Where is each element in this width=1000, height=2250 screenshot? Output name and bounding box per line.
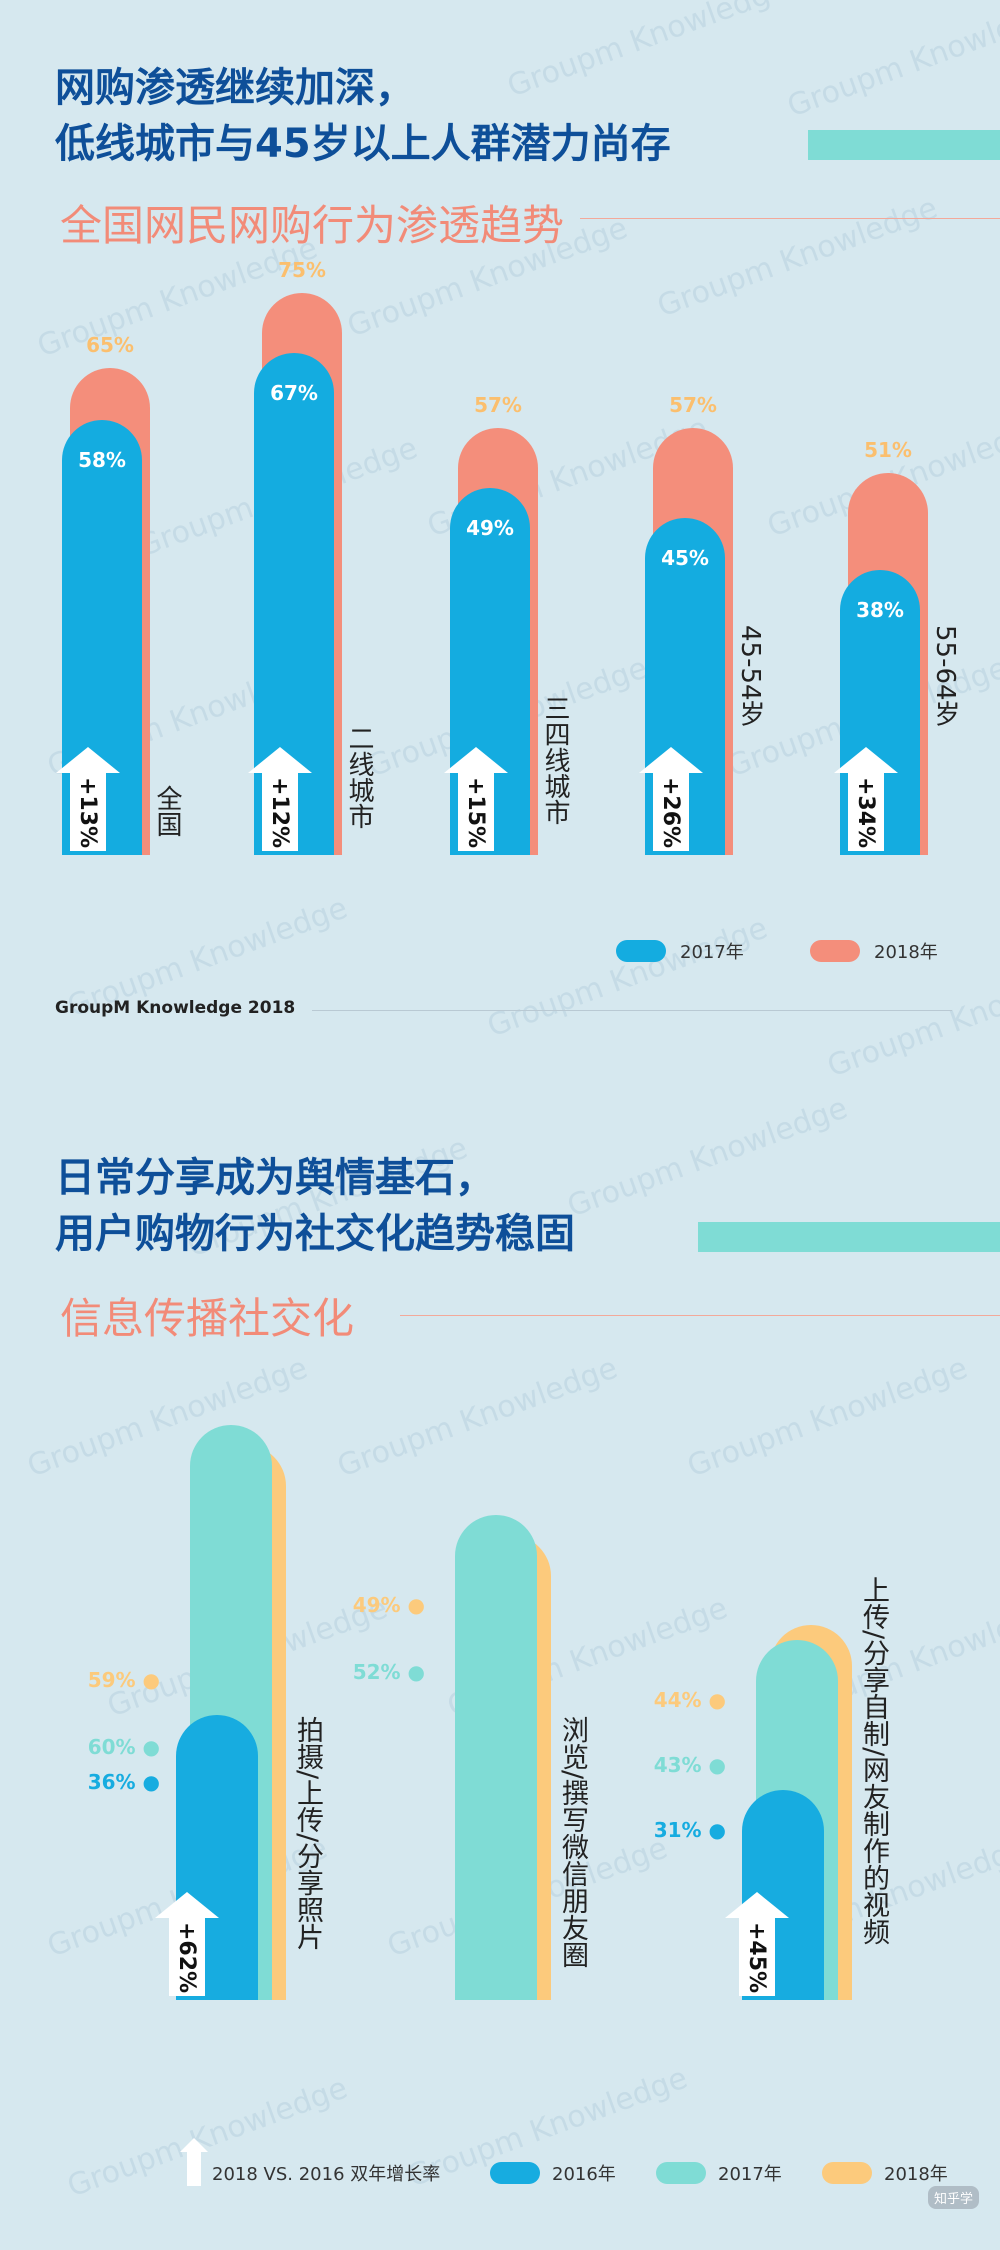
source-note: GroupM Knowledge 2018 bbox=[55, 998, 296, 1018]
section1-subtitle: 全国网民网购行为渗透趋势 bbox=[60, 201, 565, 250]
section2-subtitle: 信息传播社交化 bbox=[60, 1294, 355, 1343]
title-accent-bar-2 bbox=[698, 1222, 1000, 1252]
subtitle-rule bbox=[580, 218, 1000, 219]
legend-2018-label-2: 2018年 bbox=[884, 2164, 948, 2185]
legend-growth-label: 2018 VS. 2016 双年增长率 bbox=[212, 2164, 441, 2185]
data-label-2018: 57% bbox=[474, 392, 522, 417]
growth-arrow: +45% bbox=[725, 1892, 789, 1996]
data-label-2017: 49% bbox=[466, 515, 514, 540]
growth-arrow: +26% bbox=[639, 747, 703, 851]
category-label: 浏览/撰写微信朋友圈 bbox=[557, 1716, 588, 1969]
legend-2018-label: 2018年 bbox=[874, 942, 938, 963]
growth-value: +62% bbox=[174, 1921, 200, 1993]
legend-2018-swatch bbox=[810, 940, 860, 962]
data-label-2017: 38% bbox=[856, 598, 904, 622]
corner-watermark: 知乎学 bbox=[928, 2186, 980, 2209]
watermark-text: Groupm Knowledge bbox=[502, 0, 793, 105]
data-label-2017: 45% bbox=[661, 545, 709, 570]
data-label-2017: 52% ● bbox=[352, 1660, 425, 1684]
growth-arrow: +34% bbox=[834, 747, 898, 851]
legend-2017-label-2: 2017年 bbox=[718, 2164, 782, 2185]
legend-2017-label: 2017年 bbox=[680, 942, 744, 963]
data-label-2017: 60% ● bbox=[87, 1735, 160, 1759]
section2-title-line2: 用户购物行为社交化趋势稳固 bbox=[55, 1211, 575, 1257]
legend-2017-swatch bbox=[616, 940, 666, 962]
legend-2017-swatch-2 bbox=[656, 2162, 706, 2184]
section1-title-line1: 网购渗透继续加深， bbox=[55, 65, 415, 111]
watermark-text: Groupm Knowledge bbox=[402, 2060, 693, 2195]
legend-2016-label: 2016年 bbox=[552, 2164, 616, 2185]
watermark-text: Groupm Knowledge bbox=[782, 0, 1000, 125]
data-label-2018: 51% bbox=[864, 437, 912, 462]
data-label-2018: 57% bbox=[669, 392, 717, 417]
growth-arrow: +13% bbox=[56, 747, 120, 851]
growth-value: +13% bbox=[75, 776, 101, 848]
growth-value: +34% bbox=[853, 776, 879, 848]
growth-arrow: +62% bbox=[155, 1892, 219, 1996]
watermark-text: Groupm Knowledge bbox=[332, 1350, 623, 1485]
watermark-text: Groupm Knowledge bbox=[482, 910, 773, 1045]
watermark-text: Groupm Knowledge bbox=[562, 1090, 853, 1225]
legend-2018-swatch-2 bbox=[822, 2162, 872, 2184]
category-label: 三四线城市 bbox=[540, 695, 570, 825]
growth-value: +12% bbox=[267, 776, 293, 848]
data-label-2018: 75% bbox=[278, 257, 326, 282]
growth-arrow: +12% bbox=[248, 747, 312, 851]
growth-arrow: +15% bbox=[444, 747, 508, 851]
category-label: 45-54岁 bbox=[735, 625, 765, 727]
growth-value: +45% bbox=[744, 1921, 770, 1993]
data-label-2016: 31% ● bbox=[653, 1818, 726, 1842]
growth-arrow-legend-icon bbox=[180, 2138, 208, 2186]
data-label-2018: 44% ● bbox=[653, 1688, 726, 1712]
growth-value: +26% bbox=[658, 776, 684, 848]
data-label-2017: 43% ● bbox=[653, 1753, 726, 1777]
data-label-2018: 59% ● bbox=[87, 1668, 160, 1692]
category-label: 全国 bbox=[152, 785, 182, 837]
watermark-text: Groupm Knowledge bbox=[652, 190, 943, 325]
growth-value: +15% bbox=[463, 776, 489, 848]
watermark-text: Groupm Knowledge bbox=[822, 950, 1000, 1085]
category-label: 拍摄/上传/分享照片 bbox=[292, 1716, 323, 1951]
watermark-text: Groupm Knowledge bbox=[682, 1350, 973, 1485]
bar-2017 bbox=[455, 1515, 537, 2000]
title-accent-bar bbox=[808, 130, 1000, 160]
section2-title-line1: 日常分享成为舆情基石， bbox=[55, 1155, 495, 1201]
data-label-2018: 65% bbox=[86, 332, 134, 357]
data-label-2016: 36% ● bbox=[87, 1770, 160, 1794]
category-label: 上传/分享自制/网友制作的视频 bbox=[858, 1576, 889, 1946]
category-label: 55-64岁 bbox=[930, 625, 960, 727]
category-label: 二线城市 bbox=[344, 725, 374, 829]
subtitle-rule-2 bbox=[400, 1315, 1000, 1316]
data-label-2018: 49% ● bbox=[352, 1593, 425, 1617]
data-label-2017: 58% bbox=[78, 448, 126, 472]
legend-2016-swatch bbox=[490, 2162, 540, 2184]
source-rule bbox=[312, 1010, 952, 1011]
data-label-2017: 67% bbox=[270, 380, 318, 405]
section1-title-line2: 低线城市与45岁以上人群潜力尚存 bbox=[55, 121, 671, 167]
